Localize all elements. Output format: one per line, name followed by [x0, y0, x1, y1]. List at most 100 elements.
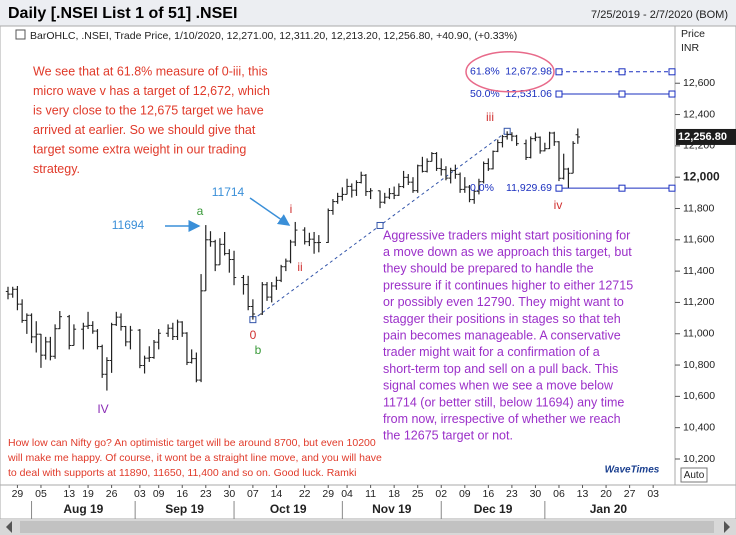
x-tick-label: 29: [12, 488, 24, 500]
last-price-box: [676, 128, 736, 145]
last-price: 12,256.80: [678, 131, 727, 143]
date-axis: [0, 484, 736, 520]
x-tick-label: 05: [35, 488, 47, 500]
series-info: BarOHLC, .NSEI, Trade Price, 1/10/2020, …: [30, 30, 517, 42]
x-tick-label: 19: [82, 488, 94, 500]
month-label: Sep 19: [165, 502, 204, 516]
note-line: 11714 (or better still, below 11694) any…: [383, 395, 624, 409]
title-bar: [0, 0, 736, 26]
note-line: a move down as we approach this target, …: [383, 245, 632, 259]
x-tick-label: 25: [412, 488, 424, 500]
month-label: Aug 19: [63, 502, 103, 516]
fib-percent: 0.0%: [470, 182, 494, 194]
y-tick-label: 11,200: [683, 296, 714, 308]
callout: 11694: [112, 218, 145, 232]
note-line: target some extra weight in our trading: [33, 142, 246, 156]
plot-area: [0, 25, 676, 486]
note-line: is very close to the 12,675 target we ha…: [33, 103, 264, 117]
x-tick-label: 23: [506, 488, 518, 500]
x-tick-label: 30: [223, 488, 235, 500]
note-line: signal comes when we see a move below: [383, 379, 614, 393]
fib-handle: [668, 68, 676, 76]
fib-value: 11,929.69: [506, 182, 552, 194]
arrow: [249, 197, 291, 226]
chart-title: Daily [.NSEI List 1 of 51] .NSEI: [8, 5, 237, 22]
logo: WaveTimes: [605, 465, 660, 476]
y-tick-label: 10,800: [683, 359, 715, 371]
x-tick-label: 29: [322, 488, 334, 500]
note-line: from now, irrespective of whether we rea…: [383, 412, 621, 426]
note-line: to deal with supports at 11890, 11650, 1…: [8, 467, 356, 479]
fib-handle: [618, 184, 626, 192]
wave-label: ii: [297, 260, 302, 274]
axis-title: Price: [681, 28, 705, 40]
wave-label: iii: [486, 110, 494, 124]
highlight-circle: [465, 51, 555, 93]
note-line: arrived at earlier. So we should give th…: [33, 123, 256, 137]
note-line: strategy.: [33, 162, 80, 176]
x-tick-label: 13: [63, 488, 75, 500]
date-range: 7/25/2019 - 2/7/2020 (BOM): [591, 9, 728, 21]
scroll-left[interactable]: [6, 521, 12, 533]
y-tick-label: 10,400: [683, 421, 715, 433]
y-tick-label: 11,600: [683, 234, 714, 246]
handle: [376, 221, 384, 229]
x-tick-label: 16: [176, 488, 188, 500]
series-icon: [15, 29, 26, 40]
wave-label: i: [290, 202, 293, 216]
wave-label: iv: [554, 198, 563, 212]
y-tick-label: 10,600: [683, 390, 715, 402]
x-tick-label: 07: [247, 488, 259, 500]
note-line: pressure if it continues higher to eithe…: [383, 278, 633, 292]
month-label: Nov 19: [372, 502, 412, 516]
wave-label: b: [255, 343, 262, 357]
scroll-right[interactable]: [724, 521, 730, 533]
x-tick-label: 03: [134, 488, 146, 500]
note-line: How low can Nifty go? An optimistic targ…: [8, 437, 376, 449]
price-axis: [674, 25, 736, 486]
x-tick-label: 11: [365, 488, 376, 500]
note-line: We see that at 61.8% measure of 0-iii, t…: [33, 64, 268, 78]
note-line: trader might wait for a confirmation of …: [383, 345, 600, 359]
x-tick-label: 27: [624, 488, 636, 500]
fib-value: 12,531.06: [505, 88, 552, 100]
y-tick-label: 11,800: [683, 202, 714, 214]
x-tick-label: 09: [459, 488, 471, 500]
y-tick-label: 10,200: [683, 453, 715, 465]
x-tick-label: 02: [435, 488, 447, 500]
wave-label: 0: [250, 328, 257, 342]
month-label: Dec 19: [474, 502, 513, 516]
x-tick-label: 03: [647, 488, 659, 500]
note-line: pain becomes manageable. A conservative: [383, 328, 621, 342]
scroll-thumb[interactable]: [20, 521, 714, 533]
x-tick-label: 26: [106, 488, 118, 500]
month-label: Jan 20: [590, 502, 628, 516]
fib-value: 12,672.98: [505, 66, 552, 78]
wave-label: IV: [97, 402, 108, 416]
x-tick-label: 14: [271, 488, 283, 500]
fib-handle: [555, 90, 563, 98]
note-line: stagger their positions in stages so tha…: [383, 312, 621, 326]
callout: 11714: [212, 185, 245, 199]
auto-button[interactable]: [680, 467, 708, 483]
y-tick-label: 12,000: [683, 169, 720, 183]
axis-title: INR: [681, 42, 700, 54]
note-line: short-term top and sell on a pull back. …: [383, 362, 618, 376]
note-line: or possibly even 12790. They might want …: [383, 295, 624, 309]
note-line: they should be prepared to handle the: [383, 262, 594, 276]
fib-percent: 61.8%: [470, 66, 500, 78]
x-tick-label: 06: [553, 488, 565, 500]
fib-handle: [555, 184, 563, 192]
x-tick-label: 04: [341, 488, 353, 500]
note-line: will make me happy. Of course, it wont b…: [7, 452, 382, 464]
fib-handle: [555, 68, 563, 76]
y-tick-label: 11,000: [683, 328, 714, 340]
note-line: micro wave v has a target of 12,672, whi…: [33, 84, 270, 98]
x-tick-label: 16: [482, 488, 494, 500]
month-label: Oct 19: [270, 502, 307, 516]
x-tick-label: 13: [577, 488, 589, 500]
auto-label[interactable]: Auto: [684, 470, 705, 481]
note-line: the 12675 target or not.: [383, 429, 513, 443]
fib-handle: [668, 90, 676, 98]
